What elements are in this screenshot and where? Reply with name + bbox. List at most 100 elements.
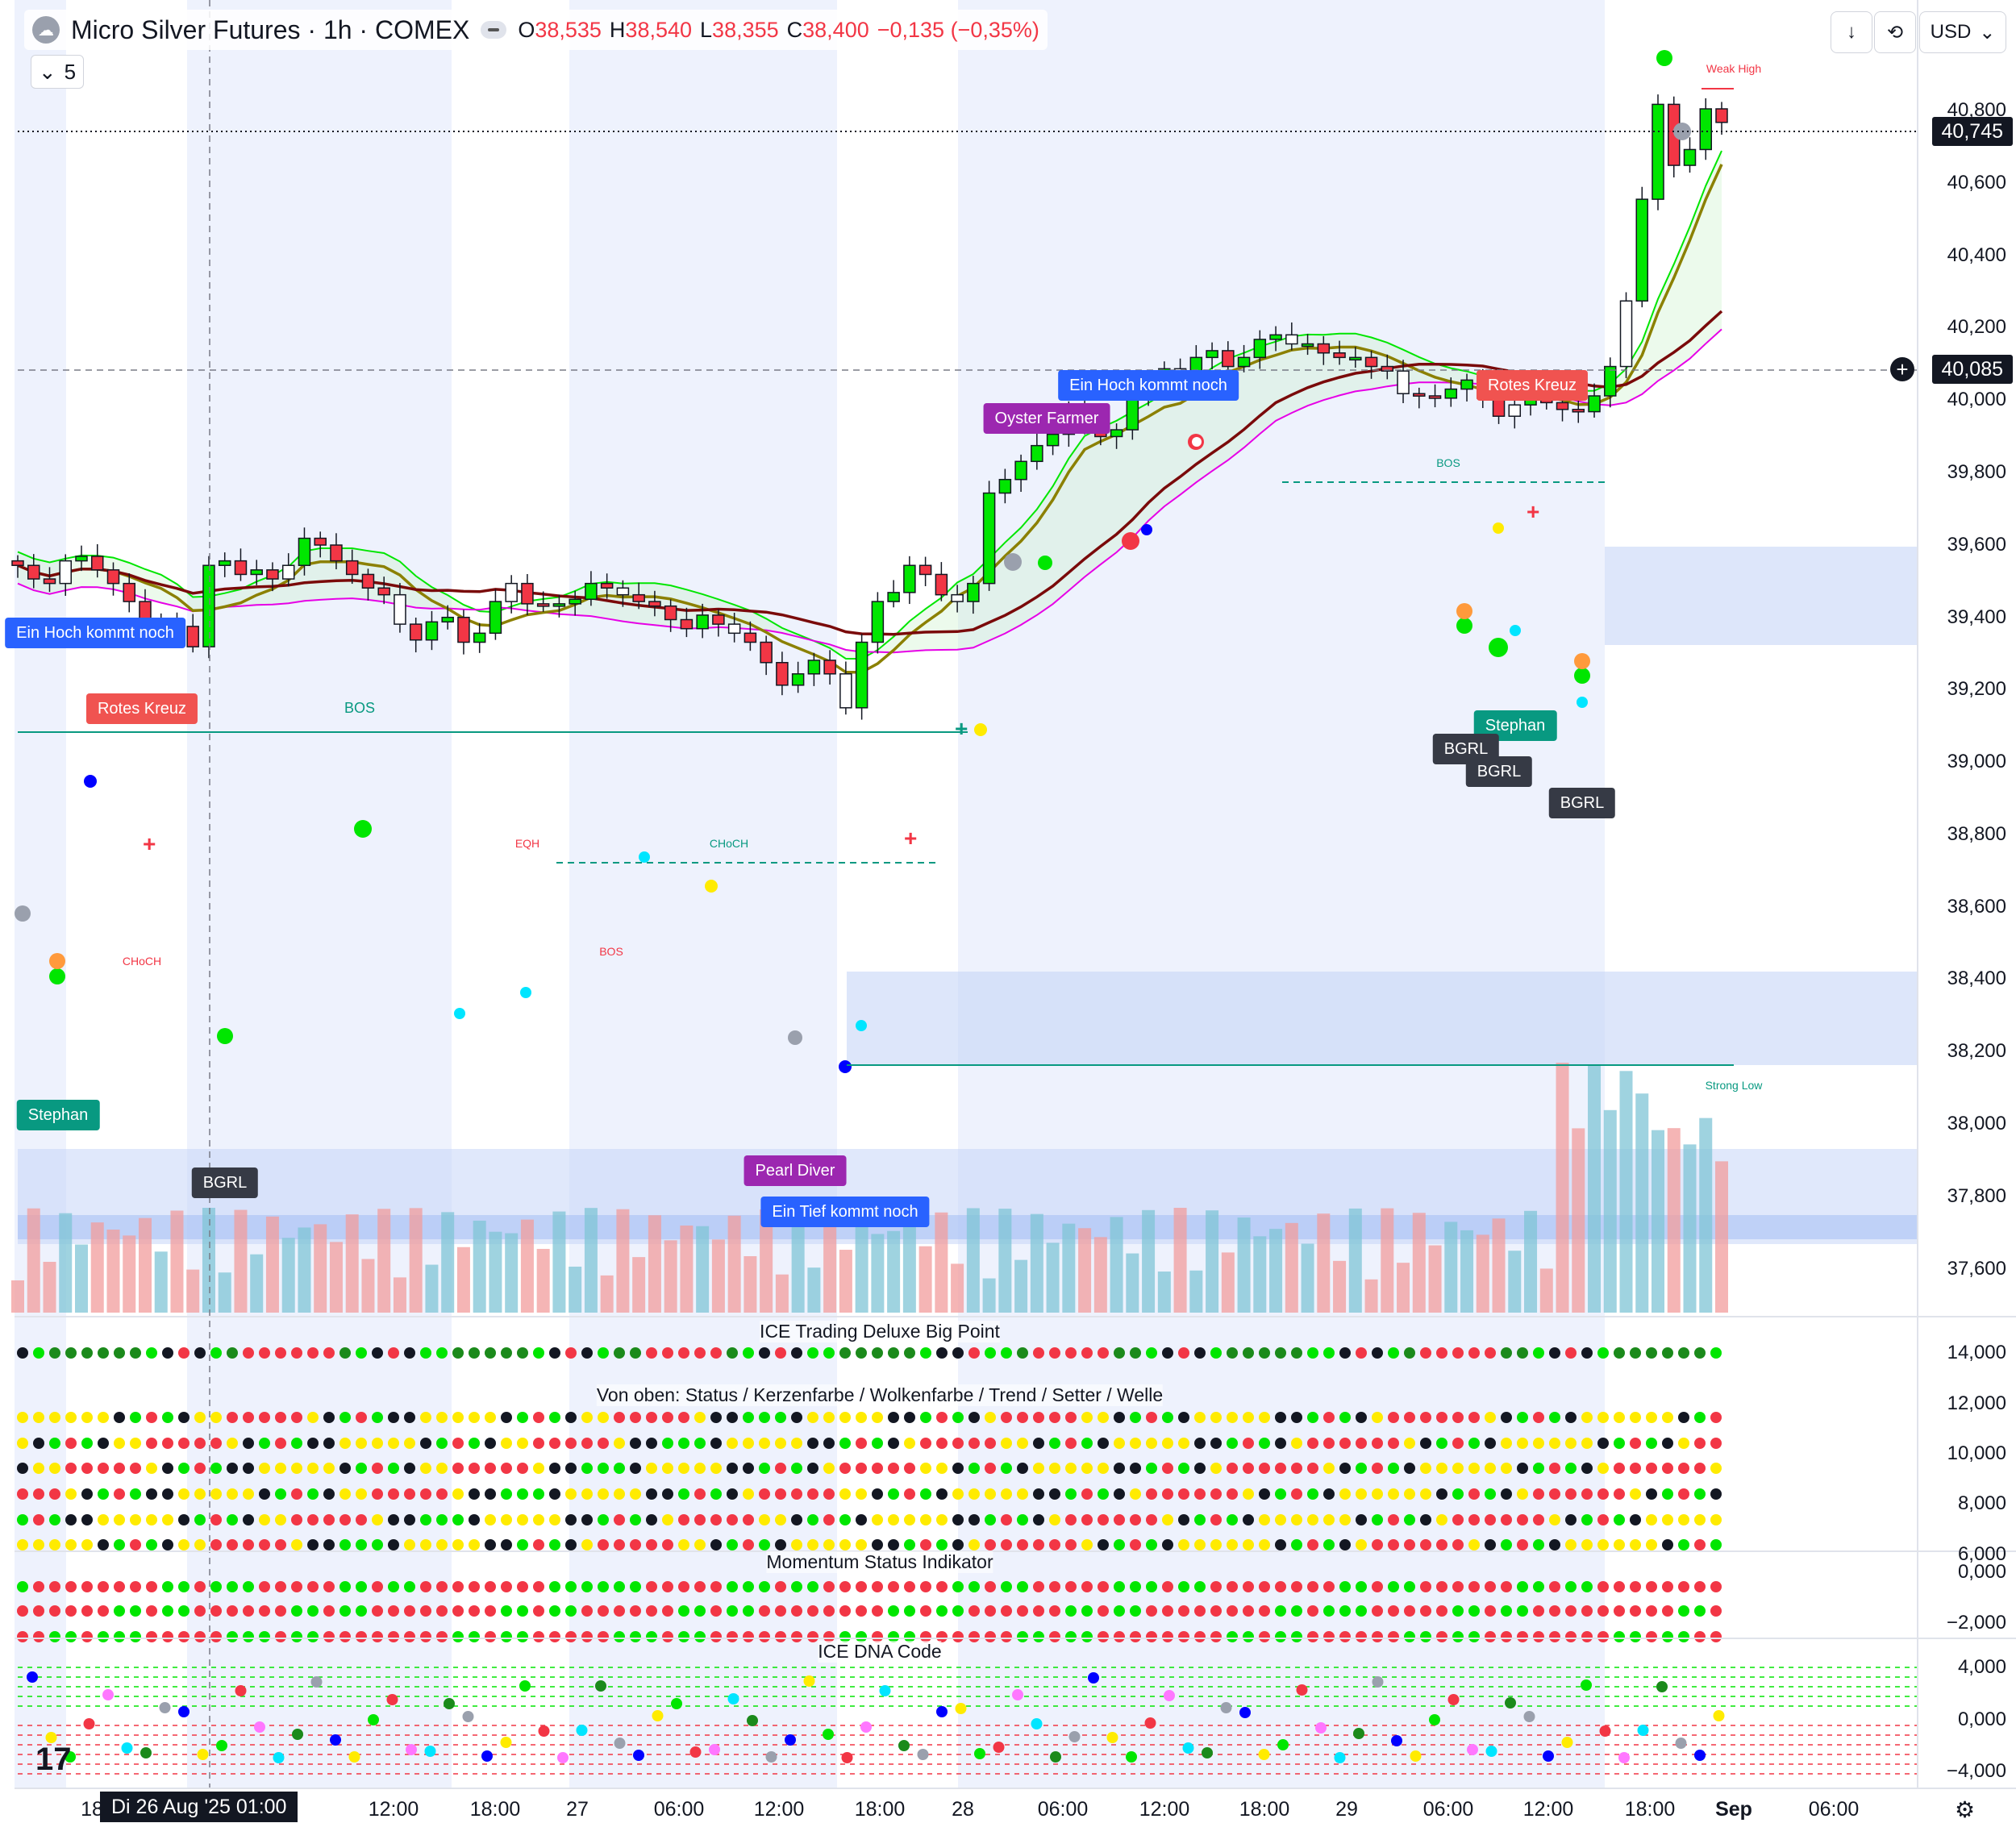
indicator-dot — [1307, 1581, 1318, 1592]
indicator-dot — [259, 1438, 270, 1449]
indicator-dot — [1710, 1347, 1722, 1359]
indicator-dot — [356, 1631, 367, 1642]
indicator-dot — [49, 1539, 60, 1550]
signal-tag[interactable]: BGRL — [1465, 756, 1533, 787]
tradingview-logo[interactable]: 17 — [35, 1742, 72, 1777]
dna-dot — [1523, 1711, 1535, 1722]
candle-body — [90, 556, 104, 571]
indicator-dot — [114, 1514, 125, 1525]
indicator-dot — [178, 1605, 190, 1617]
indicator-dot — [1436, 1412, 1447, 1423]
indicator-dot — [1694, 1514, 1706, 1525]
indicator-dot — [49, 1631, 60, 1642]
indicator-dot — [501, 1463, 512, 1474]
indicator-dot — [920, 1347, 931, 1359]
indicator-dot — [162, 1539, 173, 1550]
signal-tag[interactable]: Ein Hoch kommt noch — [1058, 370, 1239, 401]
indicator-dot — [630, 1605, 641, 1617]
signal-tag[interactable]: Ein Hoch kommt noch — [5, 618, 185, 648]
download-button[interactable]: ↓ — [1831, 11, 1872, 53]
candle-body — [59, 560, 72, 585]
volume-bar — [170, 1210, 184, 1313]
indicator-dot — [1227, 1581, 1238, 1592]
indicator-dot — [630, 1438, 641, 1449]
indicator-dot — [1001, 1581, 1012, 1592]
indicator-dot — [1098, 1438, 1109, 1449]
symbol-title[interactable]: Micro Silver Futures · 1h · COMEX — [71, 15, 470, 44]
indicator-dot — [130, 1347, 141, 1359]
indicator-dot — [17, 1463, 28, 1474]
indicator-dot — [1662, 1347, 1673, 1359]
indicator-dot — [1098, 1605, 1109, 1617]
indicator-dot — [243, 1514, 254, 1525]
indicator-dot — [968, 1514, 980, 1525]
dna-dot — [1505, 1697, 1516, 1709]
indicator-dot — [162, 1605, 173, 1617]
indicator-dot — [1372, 1514, 1383, 1525]
dna-dot — [1410, 1750, 1422, 1762]
dna-dot — [159, 1702, 171, 1713]
signal-tag[interactable]: BGRL — [191, 1167, 259, 1198]
indicator-dot — [452, 1347, 464, 1359]
indicator-dot — [791, 1488, 802, 1500]
indicator-dot — [710, 1605, 722, 1617]
volume-bar — [1556, 1063, 1569, 1313]
plus-circle-icon[interactable]: + — [1890, 357, 1914, 381]
indicator-dot — [581, 1539, 593, 1550]
candle-body — [27, 564, 40, 580]
volume-bar — [90, 1222, 104, 1313]
time-axis-label: 28 — [952, 1798, 974, 1821]
indicator-dot — [17, 1347, 28, 1359]
currency-select[interactable]: USD ⌄ — [1919, 11, 2006, 53]
signal-tag[interactable]: BGRL — [1548, 788, 1616, 818]
volume-bar — [951, 1263, 964, 1313]
gear-icon[interactable]: ⚙ — [1955, 1797, 1976, 1822]
indicator-dot — [1162, 1347, 1173, 1359]
indicator-dot — [1243, 1438, 1254, 1449]
indicator-dot — [243, 1463, 254, 1474]
indicator-dot — [839, 1488, 851, 1500]
indicator-dot — [1130, 1463, 1141, 1474]
indicator-dot — [356, 1488, 367, 1500]
indicator-dot — [1356, 1463, 1367, 1474]
indicator-toggle-button[interactable]: ⌄ 5 — [31, 55, 84, 89]
indicator-dot — [227, 1463, 238, 1474]
indicator-dot — [549, 1463, 560, 1474]
indicator-dot — [1662, 1514, 1673, 1525]
candle-body — [1492, 397, 1506, 417]
collapse-pill-icon[interactable] — [481, 21, 507, 39]
indicator-dot — [694, 1488, 706, 1500]
signal-tag[interactable]: Oyster Farmer — [983, 403, 1110, 434]
indicator-dot — [1388, 1581, 1399, 1592]
indicator-dot — [1485, 1539, 1496, 1550]
indicator-dot — [1533, 1488, 1544, 1500]
time-axis-label: 12:00 — [1139, 1798, 1190, 1821]
signal-tag[interactable]: Rotes Kreuz — [85, 693, 198, 724]
indicator-dot — [1452, 1412, 1464, 1423]
signal-tag[interactable]: Stephan — [16, 1100, 100, 1130]
indicator-dot — [614, 1438, 625, 1449]
indicator-dot — [807, 1463, 818, 1474]
indicator-dot — [662, 1347, 673, 1359]
indicator-dot — [936, 1438, 948, 1449]
indicator-dot — [1162, 1488, 1173, 1500]
signal-tag[interactable]: Rotes Kreuz — [1476, 370, 1589, 401]
candle-body — [1317, 343, 1331, 354]
candle-body — [1428, 395, 1442, 399]
indicator-dot — [1356, 1581, 1367, 1592]
indicator-dot — [1291, 1463, 1302, 1474]
indicator-dot — [1356, 1488, 1367, 1500]
refresh-button[interactable]: ⟲ — [1874, 11, 1916, 53]
dna-dot — [462, 1711, 474, 1722]
signal-tag[interactable]: Ein Tief kommt noch — [760, 1197, 930, 1227]
signal-tag[interactable]: Pearl Diver — [744, 1155, 847, 1186]
indicator-dot — [1098, 1412, 1109, 1423]
indicator-dot — [1630, 1347, 1641, 1359]
indicator-dot — [1420, 1347, 1431, 1359]
indicator-dot — [807, 1539, 818, 1550]
indicator-dot — [1694, 1412, 1706, 1423]
indicator-dot — [1565, 1438, 1577, 1449]
dna-dot — [747, 1715, 758, 1726]
indicator-dot — [65, 1605, 77, 1617]
